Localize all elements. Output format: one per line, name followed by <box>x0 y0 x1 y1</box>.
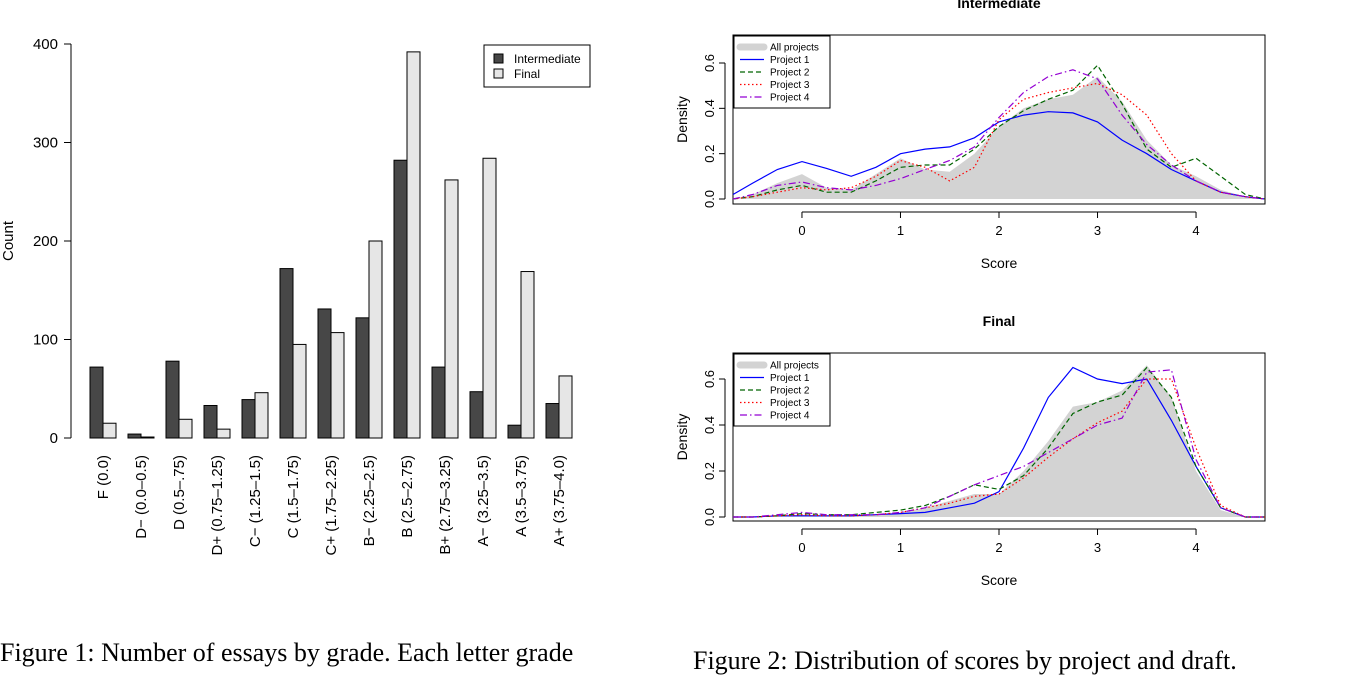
bar-intermediate-12 <box>545 403 560 439</box>
x-category-label: C+ (1.75–2.25) <box>323 455 340 555</box>
bar-final-8 <box>406 51 421 439</box>
plot-title: Final <box>983 313 1016 329</box>
bar-final-11 <box>520 271 535 439</box>
density-line-project-4 <box>733 369 1265 518</box>
bar-intermediate-5 <box>279 268 294 439</box>
y-tick-label-200: 200 <box>33 233 58 250</box>
density-line-project-3 <box>733 378 1265 518</box>
legend-label-project-3: Project 3 <box>770 398 810 409</box>
density-line-project-4 <box>732 69 1266 200</box>
x-category-label: B− (2.25–2.5) <box>361 455 378 546</box>
x-tick-label-1: 1 <box>897 540 904 555</box>
density-line-project-2 <box>733 366 1265 518</box>
legend-label-intermediate: Intermediate <box>514 52 581 66</box>
y-tick-label-0.2: 0.2 <box>702 145 717 163</box>
legend-swatch-intermediate <box>493 53 504 64</box>
bar-intermediate-7 <box>355 317 370 439</box>
legend-label-project-1: Project 1 <box>770 373 810 384</box>
x-category-label: F (0.0) <box>95 455 112 499</box>
x-category-label: B+ (2.75–3.25) <box>437 455 454 555</box>
x-tick-label-4: 4 <box>1192 540 1199 555</box>
bar-chart-essays-by-grade: 0 100 200 300 400 Count F (0.0) D− (0.0–0.5) D (… <box>0 36 591 555</box>
bar-final-0 <box>102 422 117 439</box>
x-axis-label: Score <box>981 572 1018 588</box>
y-tick-label-100: 100 <box>33 332 58 349</box>
x-category-label: A− (3.25–3.5) <box>475 455 492 546</box>
density-chart-intermediate: Intermediate 0 1 2 3 4 Score 0.0 0.2 0.4 0.6 Densit… <box>674 0 1266 271</box>
x-category-label: B (2.5–2.75) <box>399 455 416 538</box>
y-tick-label-0.6: 0.6 <box>702 370 717 388</box>
y-tick-label-0: 0 <box>50 430 58 447</box>
bar-final-1 <box>140 436 155 439</box>
y-tick-label-0.6: 0.6 <box>702 54 717 72</box>
legend-label-project-4: Project 4 <box>770 93 810 104</box>
bar-final-3 <box>216 428 231 439</box>
bar-final-4 <box>254 392 269 439</box>
legend-label-project-1: Project 1 <box>770 55 810 66</box>
bar-intermediate-6 <box>317 308 332 439</box>
density-chart-final: Final 0 1 2 3 4 Score 0.0 0.2 0.4 0.6 Density All pr… <box>674 313 1266 588</box>
x-tick-label-4: 4 <box>1192 223 1199 238</box>
y-tick-label-0.2: 0.2 <box>702 462 717 480</box>
bar-intermediate-3 <box>203 404 218 439</box>
bar-intermediate-0 <box>89 366 104 439</box>
x-tick-label-0: 0 <box>798 540 805 555</box>
x-tick-label-2: 2 <box>995 540 1002 555</box>
bar-final-2 <box>178 418 193 439</box>
bar-final-5 <box>292 343 307 439</box>
legend-swatch-final <box>493 68 504 79</box>
x-tick-label-0: 0 <box>798 223 805 238</box>
x-axis-label: Score <box>981 255 1018 271</box>
figure-1-caption: Figure 1: Number of essays by grade. Eac… <box>0 638 574 667</box>
bar-intermediate-11 <box>507 424 522 439</box>
density-area-all-projects <box>733 365 1265 517</box>
legend-label-project-4: Project 4 <box>770 411 810 422</box>
x-category-label: D− (0.0–0.5) <box>133 455 150 539</box>
x-tick-label-3: 3 <box>1094 540 1101 555</box>
figure-2-caption: Figure 2: Distribution of scores by proj… <box>693 646 1237 675</box>
legend-label-all-projects: All projects <box>770 43 819 54</box>
bar-final-10 <box>482 157 497 439</box>
y-tick-label-0.4: 0.4 <box>702 99 717 117</box>
density-area-all-projects <box>733 76 1265 199</box>
bar-intermediate-9 <box>431 366 446 439</box>
bar-intermediate-1 <box>127 433 142 439</box>
bar-final-9 <box>444 179 459 439</box>
y-axis-label: Density <box>674 414 690 461</box>
plot-frame <box>732 352 1266 522</box>
x-category-label: A+ (3.75–4.0) <box>551 455 568 546</box>
bar-intermediate-4 <box>241 399 256 439</box>
legend-label-project-3: Project 3 <box>770 80 810 91</box>
bar-intermediate-10 <box>469 391 484 439</box>
legend-box <box>483 44 591 88</box>
bar-final-12 <box>558 375 573 439</box>
bar-final-7 <box>368 240 383 439</box>
legend-label-final: Final <box>514 67 540 81</box>
density-line-project-1 <box>732 111 1266 200</box>
plot-frame <box>732 34 1266 205</box>
x-tick-label-2: 2 <box>995 223 1002 238</box>
y-tick-label-0: 0.0 <box>702 508 717 526</box>
bar-intermediate-2 <box>165 360 180 439</box>
y-tick-label-0.4: 0.4 <box>702 416 717 434</box>
y-axis-label: Count <box>0 220 17 261</box>
x-category-label: A (3.5–3.75) <box>513 455 530 537</box>
bar-intermediate-8 <box>393 159 408 439</box>
x-category-label: C (1.5–1.75) <box>285 455 302 538</box>
x-category-label: C− (1.25–1.5) <box>247 455 264 547</box>
bar-final-6 <box>330 332 345 439</box>
legend-label-project-2: Project 2 <box>770 68 810 79</box>
plot-title: Intermediate <box>957 0 1040 11</box>
y-tick-label-400: 400 <box>33 36 58 53</box>
legend-label-project-2: Project 2 <box>770 386 810 397</box>
y-tick-label-0: 0.0 <box>702 190 717 208</box>
x-category-label: D+ (0.75–1.25) <box>209 455 226 555</box>
legend-label-all-projects: All projects <box>770 361 819 372</box>
y-axis-label: Density <box>674 96 690 143</box>
y-tick-label-300: 300 <box>33 135 58 152</box>
x-category-label: D (0.5–.75) <box>171 455 188 530</box>
x-tick-label-1: 1 <box>897 223 904 238</box>
x-tick-label-3: 3 <box>1094 223 1101 238</box>
